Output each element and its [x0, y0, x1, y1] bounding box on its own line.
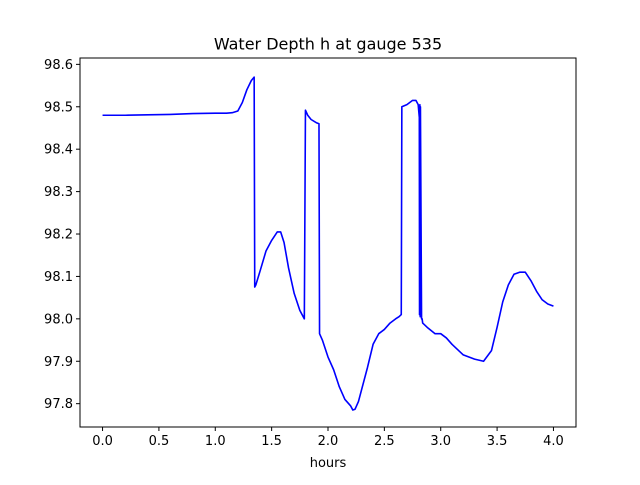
y-tick-label: 97.9 — [44, 355, 73, 370]
x-tick-label: 1.0 — [205, 434, 226, 449]
x-tick-label: 0.5 — [149, 434, 170, 449]
y-axis: 97.8 97.9 98.0 98.1 98.2 98.3 98.4 98.5 98.6 — [44, 58, 80, 412]
x-tick-label: 2.0 — [318, 434, 339, 449]
y-tick-label: 98.0 — [44, 312, 73, 327]
x-axis-label: hours — [310, 456, 347, 471]
series-line-0 — [102, 76, 554, 411]
y-tick-label: 98.1 — [44, 270, 73, 285]
series-layer — [102, 76, 554, 411]
y-tick-label: 98.6 — [44, 58, 73, 73]
x-tick-label: 3.0 — [430, 434, 451, 449]
x-tick-label: 1.5 — [261, 434, 282, 449]
x-tick-label: 2.5 — [374, 434, 395, 449]
y-tick-label: 98.4 — [44, 143, 73, 158]
chart-title: Water Depth h at gauge 535 — [214, 35, 442, 54]
x-tick-label: 0.0 — [92, 434, 113, 449]
y-tick-label: 97.8 — [44, 397, 73, 412]
y-tick-label: 98.3 — [44, 185, 73, 200]
x-axis: 0.0 0.5 1.0 1.5 2.0 2.5 3.0 3.5 4.0 — [92, 427, 564, 449]
x-tick-label: 3.5 — [487, 434, 508, 449]
x-tick-label: 4.0 — [543, 434, 564, 449]
y-tick-label: 98.2 — [44, 228, 73, 243]
y-tick-label: 98.5 — [44, 100, 73, 115]
plot-frame — [79, 57, 577, 428]
